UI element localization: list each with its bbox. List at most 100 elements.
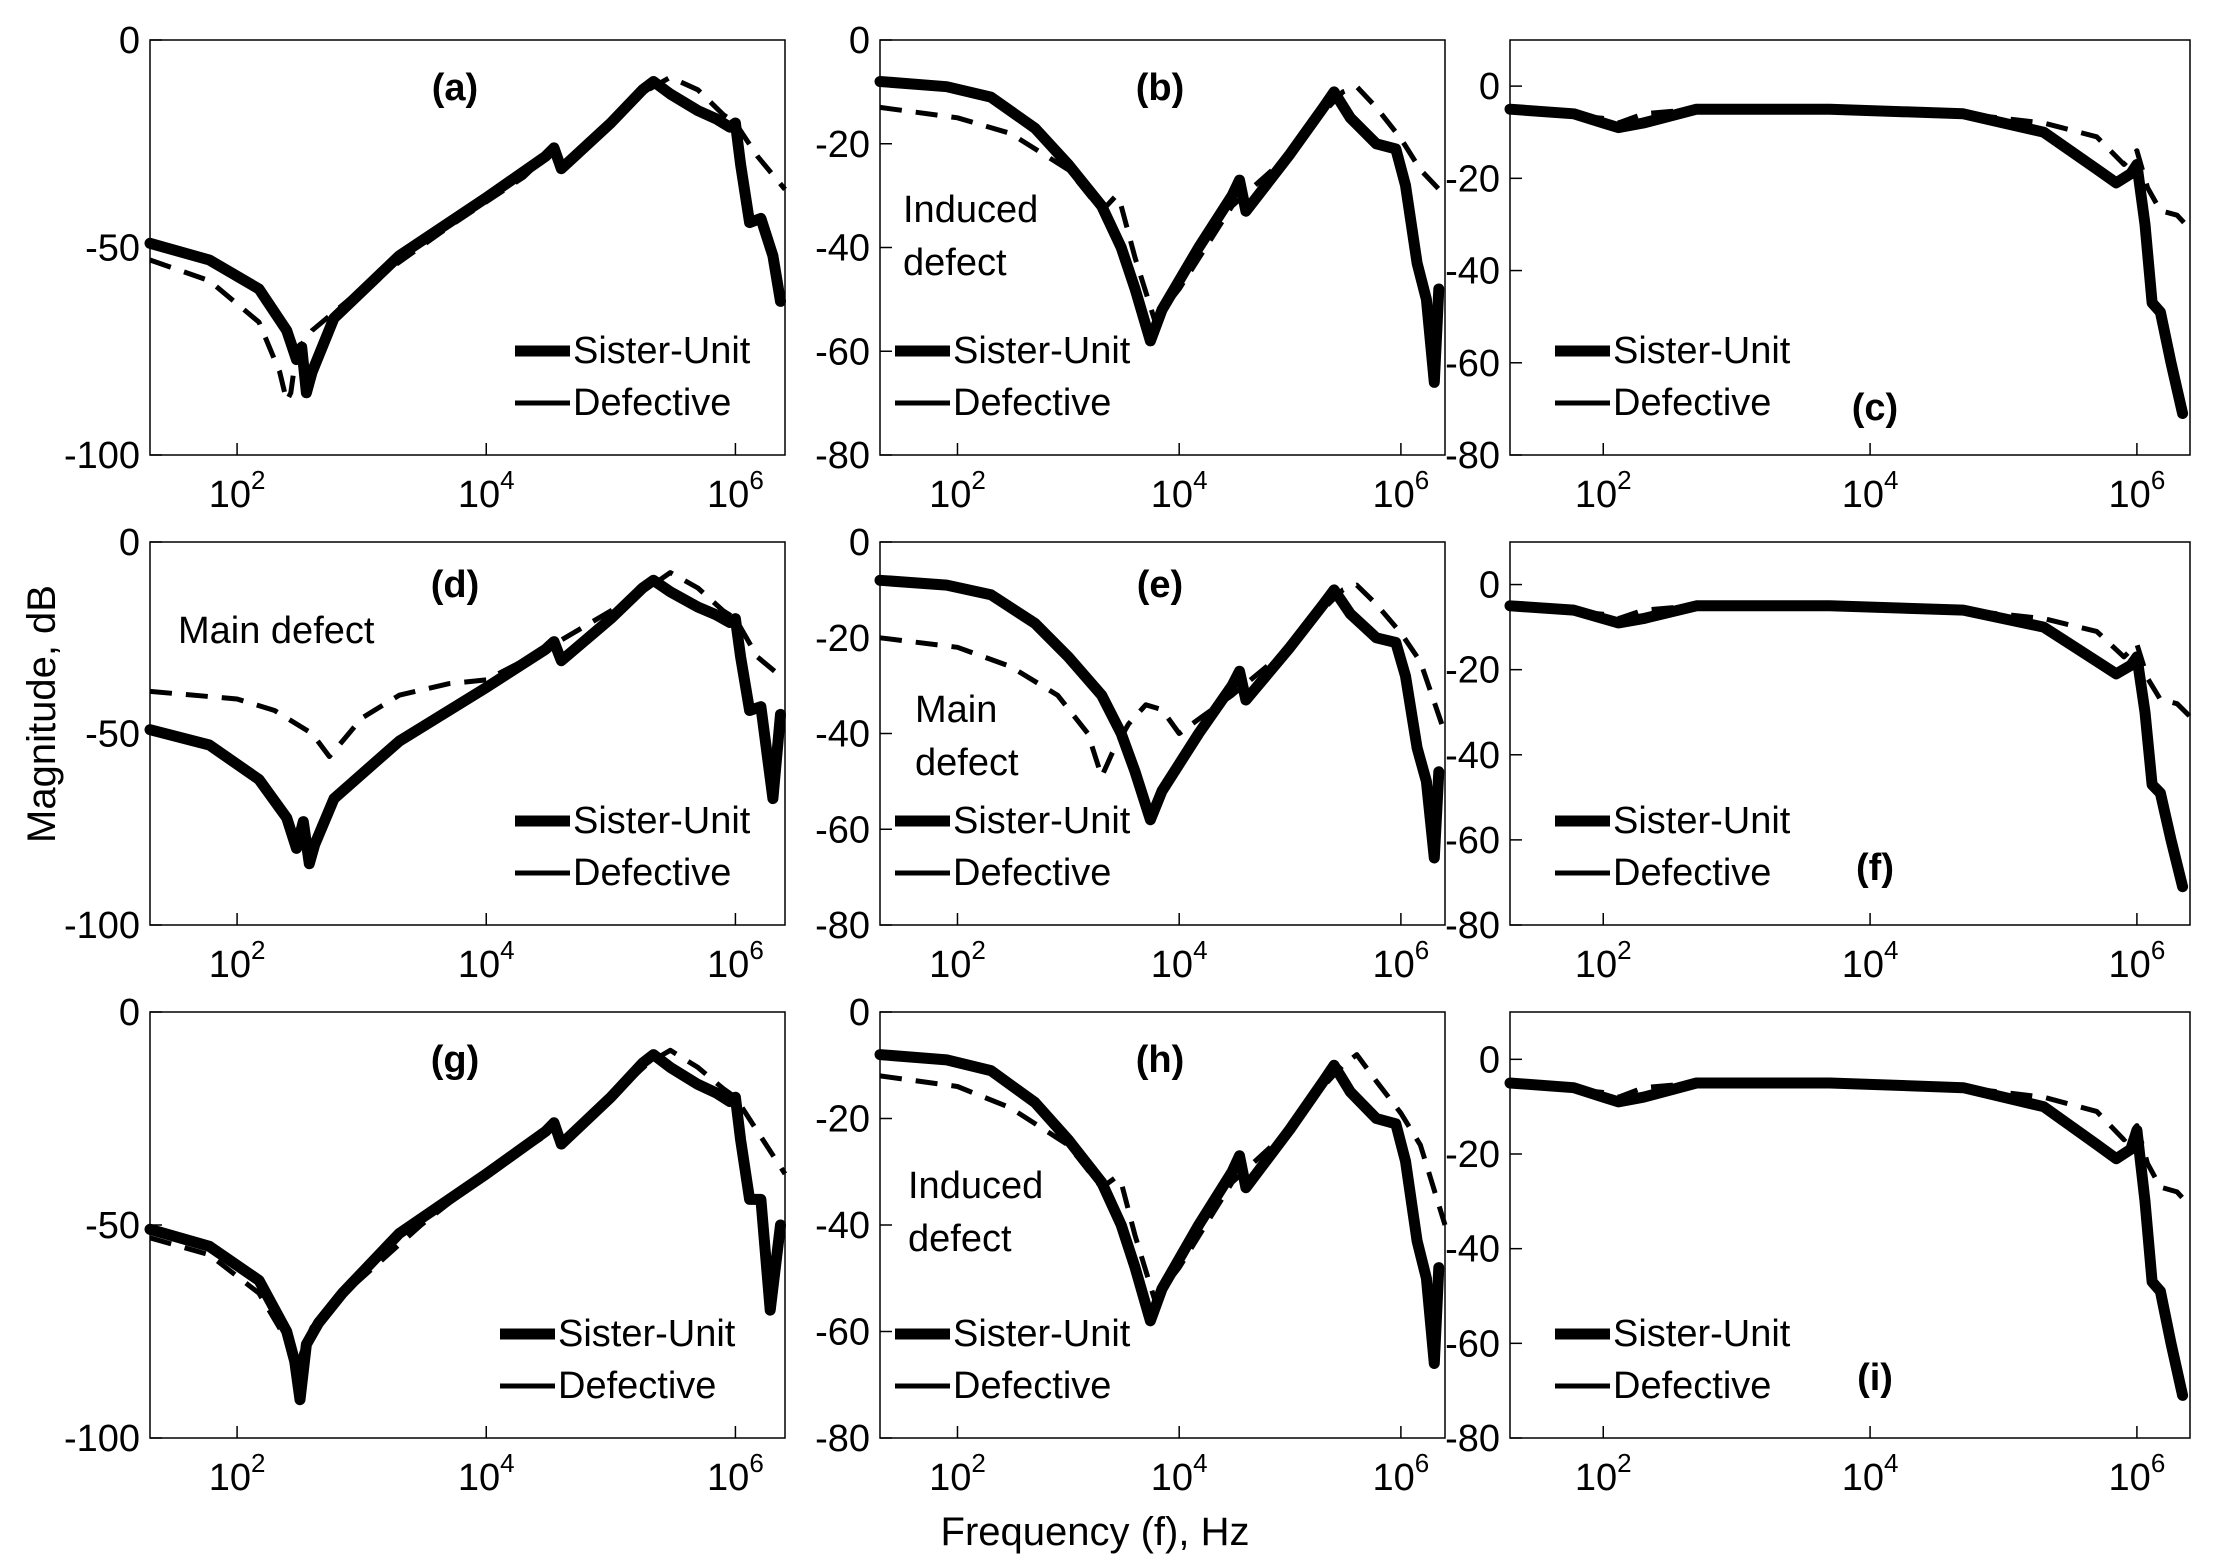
annotation-text: defect — [908, 1218, 1012, 1260]
plot-frame — [1509, 1011, 2191, 1439]
legend-label: Defective — [953, 852, 1111, 894]
y-tick-label: -40 — [1445, 735, 1500, 777]
x-tick-label: 106 — [1373, 465, 1430, 516]
legend-label: Defective — [1613, 1365, 1771, 1407]
x-tick-label: 106 — [707, 465, 764, 516]
panel-label: (f) — [1856, 847, 1894, 889]
series-line-defective — [149, 74, 787, 404]
annotation-text: defect — [915, 742, 1019, 784]
y-tick-label: -60 — [1445, 1323, 1500, 1365]
y-tick-label: -80 — [815, 1418, 870, 1460]
plot-frame — [1509, 39, 2191, 456]
legend-label: Sister-Unit — [1613, 800, 1791, 842]
y-tick-label: -50 — [85, 1205, 140, 1247]
y-tick-label: -40 — [1445, 251, 1500, 293]
x-tick-label: 102 — [1575, 935, 1632, 986]
series-line-sister-unit — [874, 1049, 1445, 1369]
y-tick-label: 0 — [1479, 66, 1500, 108]
x-tick-label: 104 — [1842, 1448, 1899, 1499]
annotation-text: Main defect — [178, 610, 375, 652]
annotation-text: defect — [903, 242, 1007, 284]
panel-label: (b) — [1136, 67, 1185, 109]
x-tick-label: 104 — [458, 935, 515, 986]
x-tick-label: 104 — [1151, 1448, 1208, 1499]
legend-label: Defective — [953, 382, 1111, 424]
series-line-defective — [879, 1052, 1448, 1302]
y-tick-label: -60 — [815, 331, 870, 373]
y-tick-label: 0 — [1479, 565, 1500, 607]
legend-label: Defective — [953, 1365, 1111, 1407]
annotation-text: Induced — [903, 189, 1038, 231]
y-tick-label: -20 — [815, 1099, 870, 1141]
plot-frame — [1509, 541, 2191, 926]
y-tick-label: -20 — [815, 618, 870, 660]
y-tick-label: -60 — [1445, 820, 1500, 862]
x-tick-label: 104 — [1151, 935, 1208, 986]
panel-c: 0 -20 -40 -60 -80 102 104 106 (c) Sister-Unit Defe… — [1445, 39, 2192, 516]
panel-h: 0 -20 -40 -60 -80 102 104 106 (h) Induced defect Si… — [815, 992, 1448, 1499]
x-tick-label: 104 — [458, 1448, 515, 1499]
panels: 0 -50 -100 102 104 106 (a) Sister-Unit Defective… — [64, 20, 2192, 1499]
annotation-text: Main — [915, 689, 997, 731]
plot-frame — [149, 39, 786, 456]
x-tick-label: 102 — [1575, 1448, 1632, 1499]
legend-label: Sister-Unit — [1613, 330, 1791, 372]
series-line-defective — [879, 582, 1448, 780]
panel-i: 0 -20 -40 -60 -80 102 104 106 (i) Sister-Unit Defe… — [1445, 1011, 2192, 1499]
y-tick-label: 0 — [849, 522, 870, 564]
y-tick-label: -60 — [815, 809, 870, 851]
panel-label: (e) — [1137, 564, 1183, 606]
legend-label: Defective — [1613, 852, 1771, 894]
series-line-defective — [1509, 603, 2192, 719]
legend-label: Defective — [573, 382, 731, 424]
y-tick-label: 0 — [119, 992, 140, 1034]
y-tick-label: -100 — [64, 435, 140, 477]
panel-label: (h) — [1136, 1039, 1185, 1081]
legend-label: Sister-Unit — [573, 330, 751, 372]
x-tick-label: 102 — [1575, 465, 1632, 516]
y-axis-title: Magnitude, dB — [20, 585, 64, 843]
x-tick-label: 106 — [1373, 1448, 1430, 1499]
y-tick-label: -80 — [815, 435, 870, 477]
panel-label: (a) — [432, 67, 478, 109]
y-tick-label: -40 — [815, 1205, 870, 1247]
y-tick-label: -40 — [1445, 1229, 1500, 1271]
x-tick-label: 104 — [1842, 465, 1899, 516]
y-tick-label: -80 — [815, 905, 870, 947]
y-tick-label: -40 — [815, 228, 870, 270]
legend-label: Sister-Unit — [1613, 1313, 1791, 1355]
panel-label: (g) — [431, 1039, 480, 1081]
x-tick-label: 102 — [929, 465, 986, 516]
x-tick-label: 106 — [707, 1448, 764, 1499]
x-tick-label: 106 — [1373, 935, 1430, 986]
legend-label: Sister-Unit — [558, 1313, 736, 1355]
x-tick-label: 106 — [2109, 1448, 2166, 1499]
x-tick-label: 106 — [707, 935, 764, 986]
y-tick-label: -100 — [64, 905, 140, 947]
y-tick-label: -20 — [1445, 158, 1500, 200]
panel-label: (d) — [431, 564, 480, 606]
panel-e: 0 -20 -40 -60 -80 102 104 106 (e) Main defect Siste… — [815, 522, 1448, 986]
y-tick-label: 0 — [119, 20, 140, 62]
y-tick-label: -100 — [64, 1418, 140, 1460]
y-tick-label: -20 — [1445, 650, 1500, 692]
y-tick-label: 0 — [1479, 1039, 1500, 1081]
series-line-sister-unit — [874, 574, 1445, 864]
series-line-defective — [149, 1047, 788, 1377]
legend-label: Sister-Unit — [953, 800, 1131, 842]
x-tick-label: 102 — [209, 465, 266, 516]
panel-f: 0 -20 -40 -60 -80 102 104 106 (f) Sister-Unit Defe… — [1445, 541, 2192, 986]
series-line-defective — [1509, 1080, 2192, 1208]
x-tick-label: 106 — [2109, 935, 2166, 986]
y-tick-label: -20 — [1445, 1134, 1500, 1176]
x-tick-label: 106 — [2109, 465, 2166, 516]
x-tick-label: 102 — [929, 935, 986, 986]
y-tick-label: -80 — [1445, 905, 1500, 947]
annotation-text: Induced — [908, 1165, 1043, 1207]
series-line-sister-unit — [1504, 1077, 2189, 1401]
x-tick-label: 104 — [1842, 935, 1899, 986]
series-line-sister-unit — [1504, 600, 2189, 893]
panel-label: (c) — [1852, 387, 1898, 429]
legend-label: Defective — [573, 852, 731, 894]
